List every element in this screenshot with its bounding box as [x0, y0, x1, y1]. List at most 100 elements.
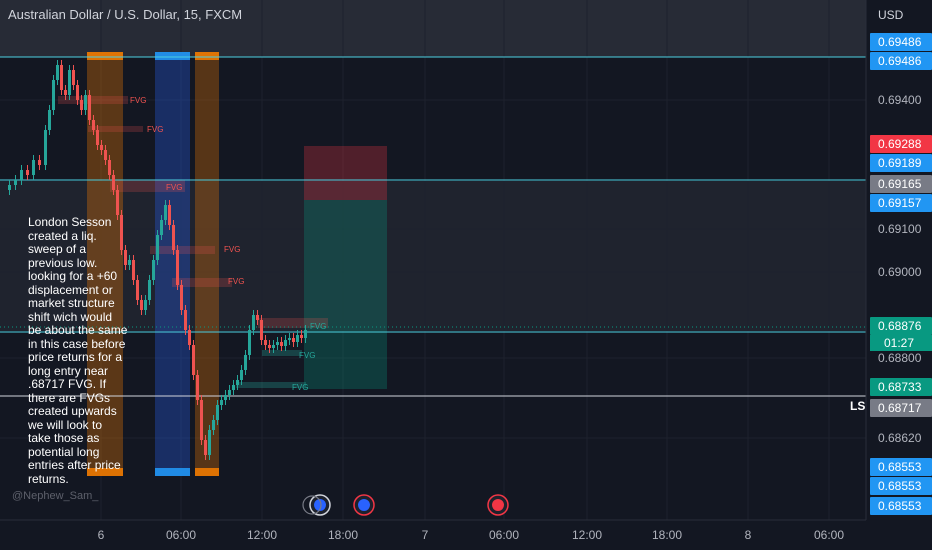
price-badge-label: 0.68876 [878, 319, 922, 333]
candle-body [84, 95, 87, 110]
price-badge-label: 0.68717 [878, 401, 922, 415]
london2-session-bottom [195, 468, 219, 476]
x-tick-label: 12:00 [247, 528, 277, 542]
y-tick-label: 0.69400 [878, 93, 922, 107]
candle-body [152, 260, 155, 280]
fvg-zone-bearish [172, 278, 232, 287]
fvg-label: FVG [228, 277, 244, 286]
candle-body [136, 280, 139, 300]
take-profit-zone [304, 200, 387, 389]
x-tick-label: 18:00 [652, 528, 682, 542]
candle-body [224, 395, 227, 400]
price-badge-label: 0.69165 [878, 177, 922, 191]
candle-body [120, 215, 123, 250]
price-badge [870, 154, 932, 172]
price-badge [870, 175, 932, 193]
fvg-zone-bearish [258, 318, 328, 328]
candle-body [76, 85, 79, 100]
x-tick-label: 06:00 [489, 528, 519, 542]
fvg-label: FVG [299, 351, 315, 360]
candle-body [52, 80, 55, 110]
candle-body [88, 95, 91, 120]
countdown-badge [870, 335, 932, 351]
candle-body [164, 205, 167, 220]
candle-body [112, 175, 115, 190]
price-badge [870, 458, 932, 476]
price-badge-label: 0.68553 [878, 499, 922, 513]
fvg-label: FVG [310, 322, 326, 331]
zone-top-band [0, 0, 866, 57]
candle-body [288, 338, 291, 340]
candle-body [220, 400, 223, 405]
currency-label: USD [878, 8, 904, 22]
candle-body [208, 430, 211, 455]
candle-body [200, 400, 203, 440]
candle-body [172, 225, 175, 250]
candle-body [300, 335, 303, 338]
candle-body [192, 345, 195, 375]
x-tick-label: 06:00 [814, 528, 844, 542]
analysis-note: London Sesson created a liq. sweep of a … [28, 215, 128, 486]
candle-body [48, 110, 51, 130]
asia-session-box [155, 52, 190, 476]
fvg-label: FVG [166, 183, 182, 192]
price-badge [870, 33, 932, 51]
stop-loss-zone [304, 146, 387, 200]
candle-body [228, 390, 231, 395]
candle-body [160, 220, 163, 235]
economic-event-flag [314, 499, 326, 511]
price-badge [870, 378, 932, 396]
candle-body [140, 300, 143, 310]
candle-body [116, 190, 119, 215]
candle-body [188, 330, 191, 345]
candle-body [8, 185, 11, 190]
x-tick-label: 18:00 [328, 528, 358, 542]
candle-body [216, 405, 219, 420]
fvg-zone-bearish [88, 126, 143, 132]
candle-body [212, 420, 215, 430]
economic-event-flag [358, 499, 370, 511]
x-tick-label: 7 [422, 528, 429, 542]
y-tick-label: 0.68620 [878, 431, 922, 445]
y-tick-label: 0.68800 [878, 351, 922, 365]
x-tick-label: 6 [98, 528, 105, 542]
candle-body [44, 130, 47, 165]
candle-body [96, 130, 99, 145]
candle-body [180, 285, 183, 310]
candle-body [276, 342, 279, 345]
candle-body [176, 250, 179, 285]
fvg-zone-bearish [110, 180, 185, 192]
candle-body [92, 120, 95, 130]
candle-body [284, 340, 287, 346]
candle-body [14, 180, 17, 185]
candle-body [104, 150, 107, 160]
candle-body [264, 340, 267, 345]
london2-session-top [195, 52, 219, 60]
candle-body [268, 345, 271, 348]
x-tick-label: 06:00 [166, 528, 196, 542]
price-badge-label: 0.69486 [878, 35, 922, 49]
candle-body [236, 380, 239, 385]
london2-session-box [195, 52, 219, 476]
price-badge-label: 0.69189 [878, 156, 922, 170]
candle-body [100, 145, 103, 150]
price-badge-label: 0.68553 [878, 460, 922, 474]
candle-body [248, 330, 251, 355]
candle-body [204, 440, 207, 455]
candle-body [292, 338, 295, 342]
price-badge [870, 52, 932, 70]
candle-body [280, 342, 283, 346]
fvg-zone-bullish [236, 382, 306, 388]
candle-body [20, 170, 23, 180]
price-badge [870, 399, 932, 417]
ls-label: LS [850, 399, 866, 413]
fvg-label: FVG [130, 96, 146, 105]
candle-body [26, 170, 29, 175]
y-tick-label: 0.69100 [878, 222, 922, 236]
candle-body [196, 375, 199, 400]
price-badge [870, 135, 932, 153]
candle-body [272, 345, 275, 348]
candle-body [80, 100, 83, 110]
